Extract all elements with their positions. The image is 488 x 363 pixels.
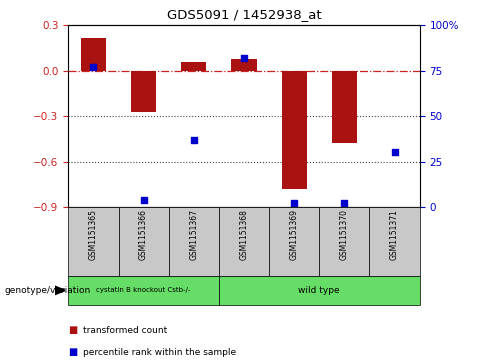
Bar <box>269 207 319 276</box>
Bar <box>219 207 269 276</box>
Point <box>190 137 198 143</box>
Bar <box>332 71 357 143</box>
Point <box>140 197 147 203</box>
Bar <box>68 207 119 276</box>
Text: GSM1151371: GSM1151371 <box>390 209 399 260</box>
Bar <box>169 207 219 276</box>
Bar <box>119 207 169 276</box>
Text: percentile rank within the sample: percentile rank within the sample <box>83 348 236 356</box>
Text: GSM1151365: GSM1151365 <box>89 209 98 260</box>
Bar <box>219 276 420 305</box>
Polygon shape <box>55 286 65 295</box>
Text: transformed count: transformed count <box>83 326 167 335</box>
Bar <box>81 37 106 71</box>
Point <box>391 150 399 155</box>
Text: cystatin B knockout Cstb-/-: cystatin B knockout Cstb-/- <box>97 287 191 293</box>
Point <box>240 55 248 61</box>
Text: genotype/variation: genotype/variation <box>5 286 91 295</box>
Point <box>89 64 97 70</box>
Bar <box>369 207 420 276</box>
Bar <box>319 207 369 276</box>
Title: GDS5091 / 1452938_at: GDS5091 / 1452938_at <box>167 8 321 21</box>
Text: ■: ■ <box>68 347 78 357</box>
Bar <box>231 59 257 71</box>
Bar <box>282 71 307 189</box>
Text: GSM1151368: GSM1151368 <box>240 209 248 260</box>
Text: wild type: wild type <box>299 286 340 295</box>
Point <box>341 200 348 206</box>
Bar <box>68 276 219 305</box>
Text: GSM1151369: GSM1151369 <box>290 209 299 260</box>
Bar <box>131 71 156 112</box>
Text: ■: ■ <box>68 325 78 335</box>
Text: GSM1151367: GSM1151367 <box>189 209 198 260</box>
Bar <box>181 62 206 71</box>
Text: GSM1151366: GSM1151366 <box>139 209 148 260</box>
Point <box>290 200 298 206</box>
Text: GSM1151370: GSM1151370 <box>340 209 349 260</box>
